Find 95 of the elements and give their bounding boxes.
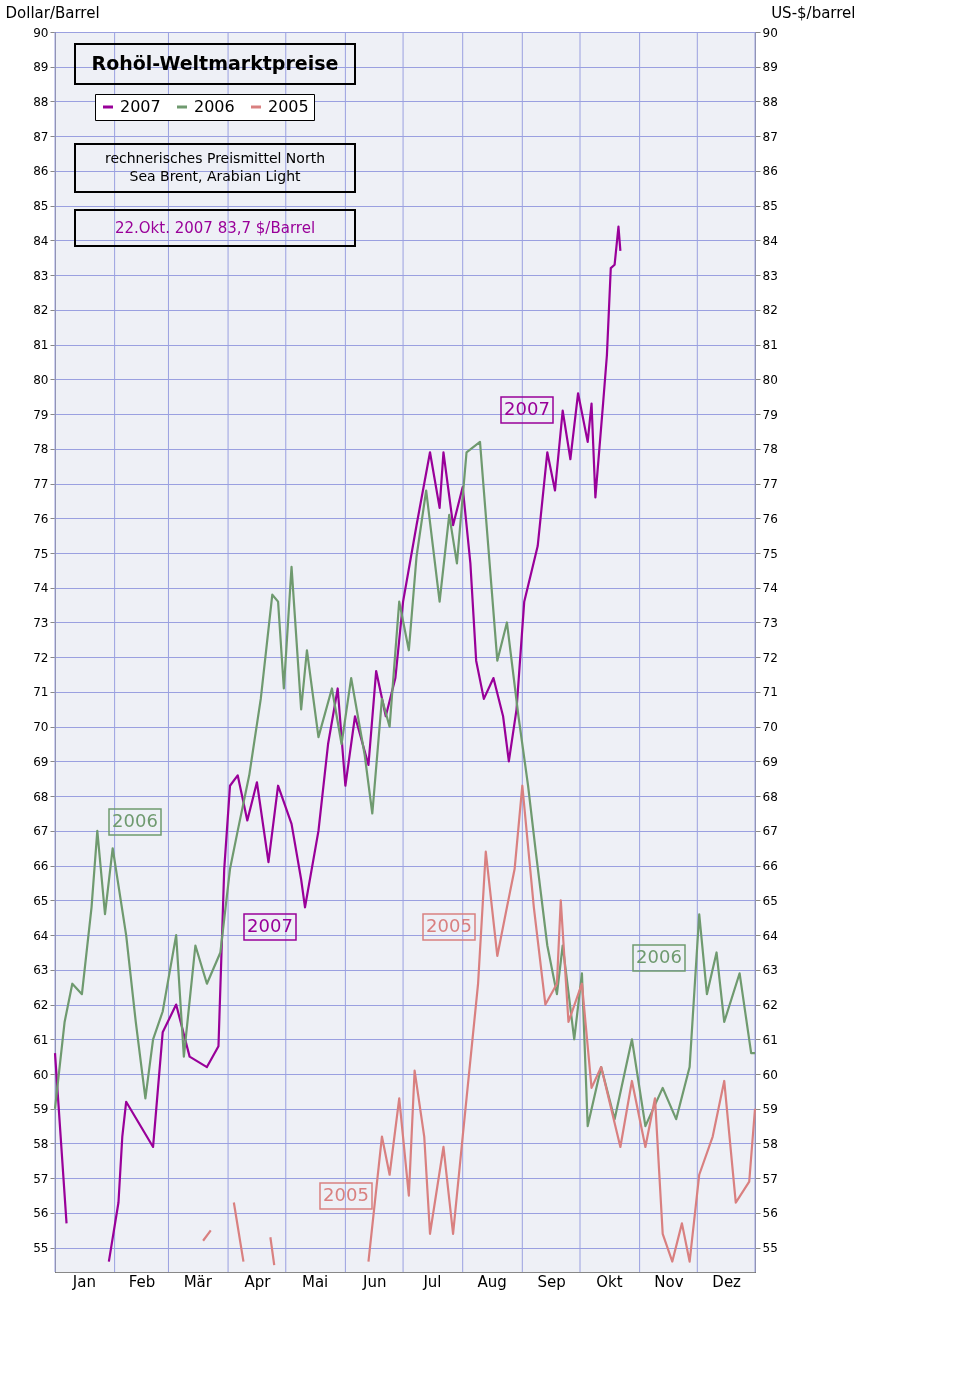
y-tick-label: 84 xyxy=(33,233,49,248)
y-tick-label: 80 xyxy=(33,372,49,387)
y2-tick-label: 69 xyxy=(762,754,778,769)
y-tick-label: 77 xyxy=(33,477,49,492)
y-tick-label: 79 xyxy=(33,407,49,422)
y2-tick-label: 81 xyxy=(762,338,778,353)
y2-tick-label: 55 xyxy=(762,1241,778,1256)
x-tick-label: Sep xyxy=(537,1272,566,1291)
x-tick-label: Nov xyxy=(654,1272,684,1291)
y2-tick-label: 90 xyxy=(762,25,778,40)
y-tick-label: 83 xyxy=(33,268,49,283)
y-tick-label: 65 xyxy=(33,893,49,908)
y2-tick-label: 73 xyxy=(762,615,778,630)
y2-tick-label: 72 xyxy=(762,650,778,665)
x-tick-label: Mai xyxy=(301,1272,329,1291)
x-tick-label: Jan xyxy=(71,1272,96,1291)
y-tick-label: 88 xyxy=(33,94,49,109)
y2-tick-label: 63 xyxy=(762,963,778,978)
y2-tick-label: 61 xyxy=(762,1032,778,1047)
y-tick-label: 89 xyxy=(33,60,49,75)
y-tick-label: 64 xyxy=(33,928,49,943)
y-tick-label: 57 xyxy=(33,1171,49,1186)
y-tick-label: 71 xyxy=(33,685,49,700)
y2-tick-label: 60 xyxy=(762,1067,778,1082)
annotation: 2007 xyxy=(504,398,550,419)
y2-tick-label: 89 xyxy=(762,60,778,75)
text: Rohöl-Weltmarktpreise xyxy=(91,52,339,74)
y2-tick-label: 74 xyxy=(762,581,778,596)
y2-tick-label: 67 xyxy=(762,824,778,839)
y2-tick-label: 70 xyxy=(762,720,778,735)
y-tick-label: 70 xyxy=(33,720,49,735)
x-tick-label: Aug xyxy=(477,1272,507,1291)
y2-tick-label: 85 xyxy=(762,199,778,214)
x-tick-label: Okt xyxy=(596,1272,623,1291)
legend-label: 2005 xyxy=(268,97,309,116)
y2-tick-label: 57 xyxy=(762,1171,778,1186)
y-tick-label: 69 xyxy=(33,754,49,769)
y2-tick-label: 76 xyxy=(762,511,778,526)
y2-tick-label: 71 xyxy=(762,685,778,700)
y-tick-label: 74 xyxy=(33,581,49,596)
y-axis-title: Dollar/Barrel xyxy=(5,3,100,22)
y2-tick-label: 82 xyxy=(762,303,778,318)
y-tick-label: 86 xyxy=(33,164,49,179)
y-tick-label: 73 xyxy=(33,615,49,630)
annotation: 2007 xyxy=(247,915,293,936)
y-tick-label: 76 xyxy=(33,511,49,526)
y2-tick-label: 64 xyxy=(762,928,778,943)
annotation: 22.Okt. 2007 83,7 $/Barrel xyxy=(114,219,316,237)
y2-tick-label: 56 xyxy=(762,1206,778,1221)
y-tick-label: 72 xyxy=(33,650,49,665)
annotation: rechnerisches Preismittel North Sea Brent, Arabian Light xyxy=(104,150,326,184)
x-tick-label: Jun xyxy=(362,1272,387,1291)
y2-tick-label: 87 xyxy=(762,129,778,144)
y-tick-label: 66 xyxy=(33,859,49,874)
y-tick-label: 81 xyxy=(33,338,49,353)
y2-tick-label: 83 xyxy=(762,268,778,283)
y-tick-label: 85 xyxy=(33,199,49,214)
x-tick-label: Mär xyxy=(183,1272,213,1291)
y-tick-label: 60 xyxy=(33,1067,49,1082)
y-tick-label: 62 xyxy=(33,998,49,1013)
y2-tick-label: 59 xyxy=(762,1102,778,1117)
y-tick-label: 78 xyxy=(33,442,49,457)
y2-tick-label: 84 xyxy=(762,233,778,248)
y-tick-label: 75 xyxy=(33,546,49,561)
y-tick-label: 87 xyxy=(33,129,49,144)
y-tick-label: 67 xyxy=(33,824,49,839)
y2-axis-title: US-$/barrel xyxy=(771,3,856,22)
x-tick-label: Feb xyxy=(128,1272,156,1291)
y2-tick-label: 79 xyxy=(762,407,778,422)
y2-tick-label: 77 xyxy=(762,477,778,492)
line-series xyxy=(53,440,757,1128)
y2-tick-label: 66 xyxy=(762,859,778,874)
y2-tick-label: 88 xyxy=(762,94,778,109)
y-tick-label: 63 xyxy=(33,963,49,978)
y2-tick-label: 62 xyxy=(762,998,778,1013)
y2-tick-label: 78 xyxy=(762,442,778,457)
y-tick-label: 58 xyxy=(33,1136,49,1151)
y-tick-label: 90 xyxy=(33,25,49,40)
y2-tick-label: 86 xyxy=(762,164,778,179)
y2-tick-label: 58 xyxy=(762,1136,778,1151)
legend-label: 2007 xyxy=(120,97,161,116)
x-tick-label: Jul xyxy=(422,1272,442,1291)
x-tick-label: Dez xyxy=(712,1272,742,1291)
y2-tick-label: 80 xyxy=(762,372,778,387)
x-tick-label: Apr xyxy=(244,1272,272,1291)
y2-tick-label: 68 xyxy=(762,789,778,804)
y-tick-label: 56 xyxy=(33,1206,49,1221)
y2-tick-label: 75 xyxy=(762,546,778,561)
y-tick-label: 82 xyxy=(33,303,49,318)
y-tick-label: 55 xyxy=(33,1241,49,1256)
y2-tick-label: 65 xyxy=(762,893,778,908)
y-tick-label: 68 xyxy=(33,789,49,804)
y-tick-label: 61 xyxy=(33,1032,49,1047)
legend-label: 2006 xyxy=(194,97,235,116)
y-tick-label: 59 xyxy=(33,1102,49,1117)
